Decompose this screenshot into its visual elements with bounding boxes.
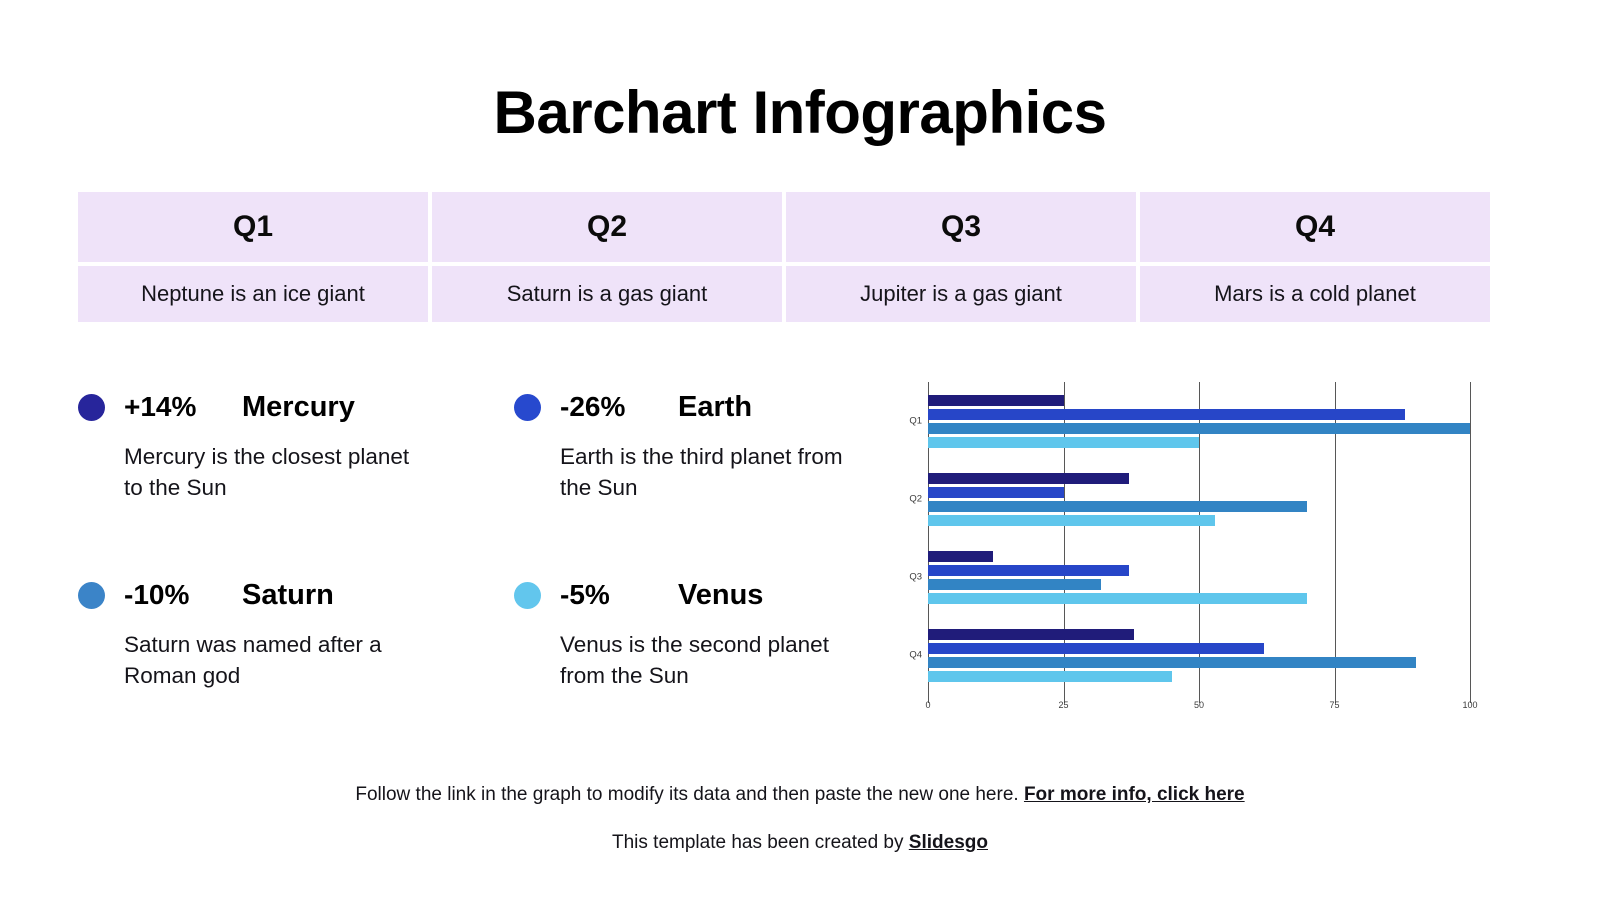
table-header-q4: Q4	[1140, 192, 1490, 262]
chart-bar-venus-q3	[928, 592, 1308, 604]
table-header-q3: Q3	[786, 192, 1136, 262]
quarters-table: Q1 Q2 Q3 Q4 Neptune is an ice giant Satu…	[78, 192, 1490, 322]
legend-dot-earth-icon	[514, 393, 541, 421]
legend-description-venus: Venus is the second planet from the Sun	[560, 632, 829, 688]
chart-gridline-25	[1063, 382, 1065, 694]
table-header-q2: Q2	[432, 192, 782, 262]
legend-name-saturn: Saturn	[242, 578, 334, 611]
legend-dot-venus-icon	[514, 581, 541, 609]
legend-name-earth: Earth	[678, 390, 753, 423]
chart-tick-100	[1470, 694, 1471, 703]
legend-dot-mercury-icon	[78, 393, 105, 421]
chart-bar-saturn-q1	[928, 422, 1470, 434]
table-cell-q1-description: Neptune is an ice giant	[78, 266, 428, 322]
barchart: 0 25 50 75 100 Q1 Q2 Q3 Q4	[900, 378, 1500, 723]
table-header-q1: Q1	[78, 192, 428, 262]
chart-bar-mercury-q1	[928, 394, 1064, 406]
legend-name-venus: Venus	[678, 578, 764, 611]
chart-tick-0	[928, 694, 929, 703]
table-cell-q2-description: Saturn is a gas giant	[432, 266, 782, 322]
chart-bar-mercury-q3	[928, 550, 994, 562]
chart-group-q2: Q2	[909, 472, 1470, 526]
chart-xtick-label-100: 100	[1462, 700, 1478, 710]
legend-item-saturn: -10% Saturn Saturn was named after a Rom…	[78, 574, 514, 691]
legend-dot-saturn-icon	[78, 581, 105, 609]
chart-bar-venus-q1	[928, 436, 1199, 448]
footer-more-info-link[interactable]: For more info, click here	[1023, 784, 1245, 805]
chart-xtick-label-0: 0	[925, 700, 931, 710]
legend-item-venus: -5% Venus Venus is the second planet fro…	[514, 574, 868, 691]
legend-item-earth-header: -26% Earth	[514, 386, 868, 428]
table-header-row: Q1 Q2 Q3 Q4	[78, 192, 1490, 262]
legend-percent-saturn: -10%	[124, 579, 190, 610]
chart-group-q3: Q3	[909, 550, 1470, 604]
legend-percent-mercury: +14%	[124, 391, 197, 422]
page-title: Barchart Infographics	[493, 79, 1107, 146]
chart-bar-venus-q2	[928, 514, 1216, 526]
chart-category-label-q3: Q3	[909, 571, 922, 583]
legend-item-venus-header: -5% Venus	[514, 574, 868, 616]
planet-legend: +14% Mercury Mercury is the closest plan…	[78, 386, 868, 691]
chart-bar-saturn-q4	[928, 656, 1416, 668]
chart-category-label-q2: Q2	[909, 493, 922, 505]
chart-category-label-q4: Q4	[909, 649, 922, 661]
chart-bar-saturn-q3	[928, 578, 1102, 590]
legend-description-mercury: Mercury is the closest planet to the Sun	[124, 444, 410, 500]
chart-bar-venus-q4	[928, 670, 1172, 682]
legend-item-saturn-header: -10% Saturn	[78, 574, 514, 616]
table-body-row: Neptune is an ice giant Saturn is a gas …	[78, 266, 1490, 322]
chart-tick-50	[1199, 694, 1200, 703]
chart-gridline-75	[1334, 382, 1336, 694]
legend-percent-venus: -5%	[560, 579, 610, 610]
table-cell-q3-description: Jupiter is a gas giant	[786, 266, 1136, 322]
chart-gridline-100	[1470, 382, 1471, 694]
table-cell-q4-description: Mars is a cold planet	[1140, 266, 1490, 322]
chart-bar-earth-q3	[928, 564, 1129, 576]
chart-gridline-0	[928, 382, 929, 694]
chart-bar-mercury-q4	[928, 628, 1134, 640]
chart-bar-earth-q1	[928, 408, 1405, 420]
legend-description-saturn: Saturn was named after a Roman god	[124, 632, 382, 688]
chart-gridline-50	[1199, 382, 1200, 694]
chart-xtick-label-75: 75	[1329, 700, 1340, 710]
legend-item-mercury: +14% Mercury Mercury is the closest plan…	[78, 386, 514, 574]
barchart-plot-area: 0 25 50 75 100 Q1 Q2 Q3 Q4	[909, 382, 1478, 710]
chart-group-q1: Q1	[909, 394, 1470, 448]
chart-group-q4: Q4	[909, 628, 1470, 682]
chart-tick-25	[1063, 694, 1065, 703]
footer-note: Follow the link in the graph to modify i…	[0, 784, 1600, 806]
legend-percent-earth: -26%	[560, 391, 626, 422]
footer-credit-text: This template has been created by	[612, 832, 909, 853]
chart-bar-saturn-q2	[928, 500, 1308, 512]
footer-note-text: Follow the link in the graph to modify i…	[355, 784, 1024, 805]
legend-item-mercury-header: +14% Mercury	[78, 386, 514, 428]
chart-category-label-q1: Q1	[909, 415, 922, 427]
slidesgo-link[interactable]: Slidesgo	[908, 832, 988, 853]
footer-credit: This template has been created by Slides…	[0, 832, 1600, 854]
legend-item-earth: -26% Earth Earth is the third planet fro…	[514, 386, 868, 574]
chart-bar-mercury-q2	[928, 472, 1129, 484]
chart-xtick-label-25: 25	[1058, 700, 1069, 710]
chart-bar-earth-q4	[928, 642, 1265, 654]
legend-description-earth: Earth is the third planet from the Sun	[560, 444, 843, 500]
chart-bar-earth-q2	[928, 486, 1064, 498]
chart-xtick-label-50: 50	[1193, 700, 1205, 710]
legend-name-mercury: Mercury	[242, 390, 355, 423]
chart-tick-75	[1334, 694, 1336, 703]
